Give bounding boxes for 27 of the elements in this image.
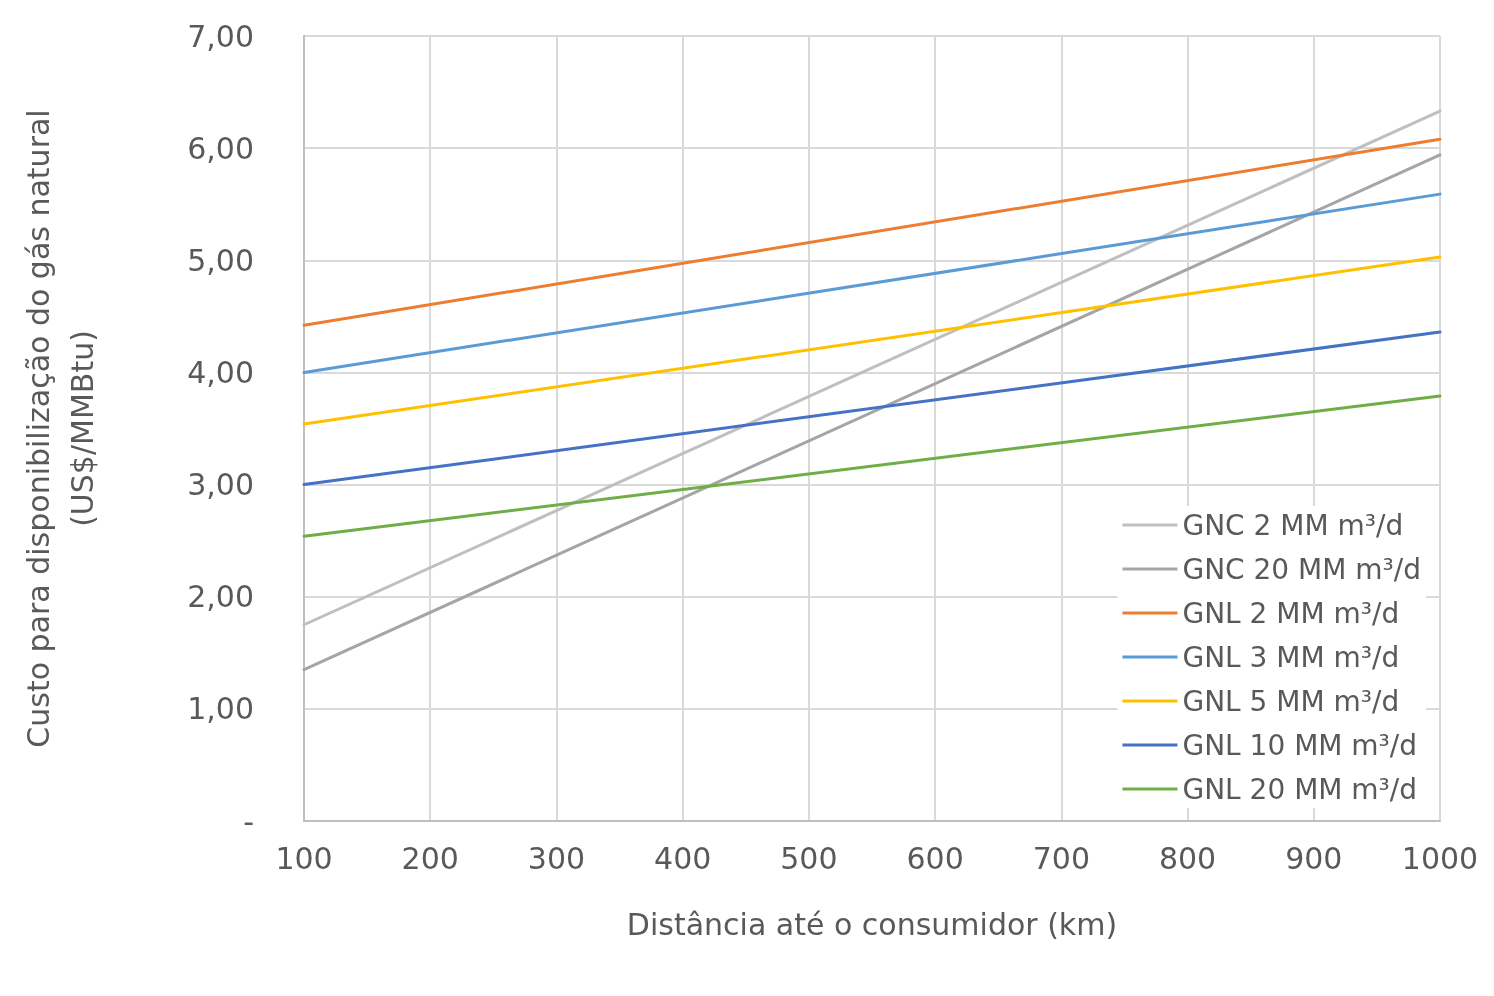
x-tick-label: 500: [780, 840, 838, 876]
y-tick-label: 3,00: [187, 467, 254, 503]
x-axis-title: Distância até o consumidor (km): [626, 906, 1118, 942]
x-tick-label: 400: [654, 840, 712, 876]
y-tick-label: 7,00: [187, 18, 254, 54]
x-tick-label: 900: [1285, 840, 1343, 876]
legend-label: GNL 10 MM m³/d: [1182, 728, 1418, 762]
legend-label: GNC 2 MM m³/d: [1182, 508, 1404, 542]
y-tick-label: 4,00: [187, 354, 254, 390]
legend-label: GNL 20 MM m³/d: [1182, 772, 1418, 806]
x-tick-label: 600: [906, 840, 964, 876]
legend-label: GNL 5 MM m³/d: [1182, 684, 1400, 718]
x-tick-label: 300: [527, 840, 586, 876]
y-tick-label: 5,00: [187, 242, 254, 278]
legend-label: GNL 2 MM m³/d: [1182, 596, 1400, 630]
legend-label: GNC 20 MM m³/d: [1182, 552, 1421, 586]
x-tick-label: 100: [275, 840, 333, 876]
x-tick-label: 700: [1032, 840, 1090, 876]
legend-label: GNL 3 MM m³/d: [1182, 640, 1400, 674]
y-axis-title: Custo para disponibilização do gás natural (US$/MMBtu): [20, 109, 100, 748]
x-tick-label: 200: [401, 840, 459, 876]
x-tick-label: 800: [1158, 840, 1217, 876]
y-tick-label: 6,00: [187, 130, 254, 166]
y-tick-label: 1,00: [187, 691, 254, 727]
y-tick-label: -: [243, 803, 254, 839]
y-tick-label: 2,00: [187, 579, 254, 615]
x-tick-label: 1000: [1401, 840, 1479, 876]
